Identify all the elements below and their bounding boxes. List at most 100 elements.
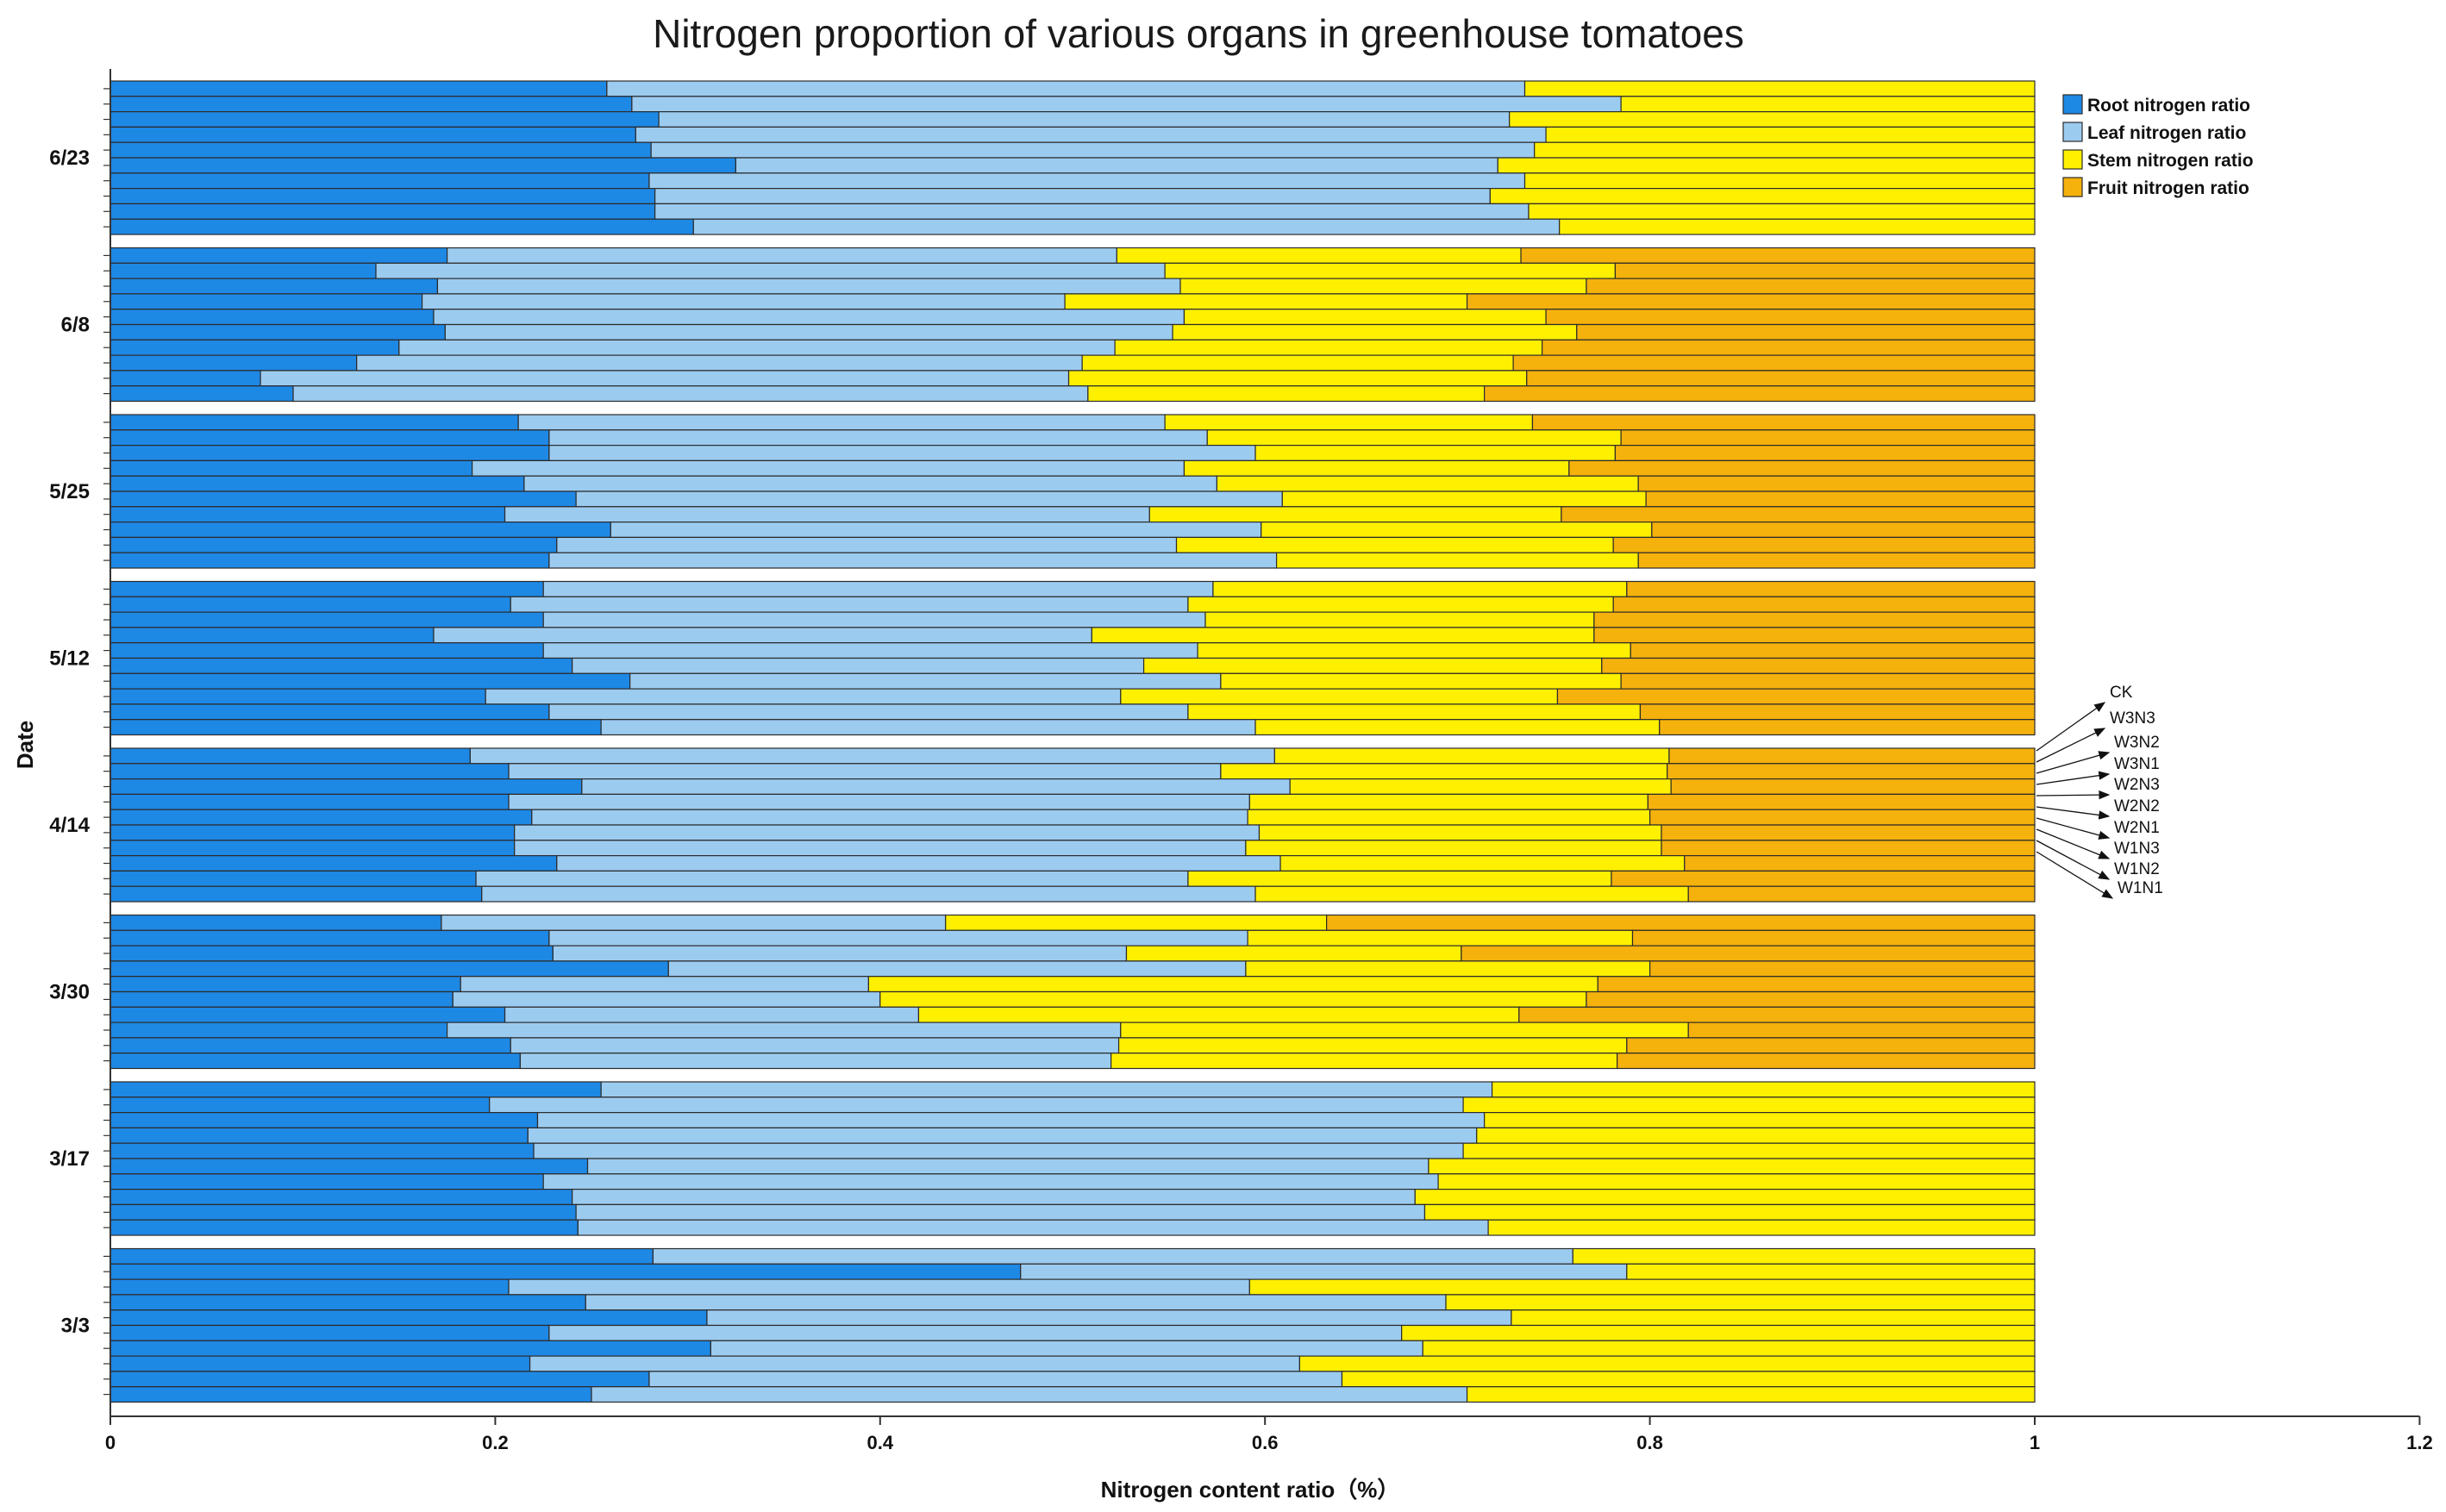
bar-segment-root [109,172,650,190]
bar-segment-fruit [1667,763,2036,780]
bar-segment-leaf [508,763,1222,780]
bar-segment-stem [1273,747,1670,765]
y-category-label: 6/23 [49,147,90,170]
bar-segment-root [109,778,583,795]
bar-segment-stem [1279,854,1686,872]
bar-segment-root [109,914,442,931]
bar-segment-leaf [433,627,1092,644]
annotation-arrow [2036,840,2111,880]
bar-segment-root [109,278,439,295]
bar-segment-leaf [735,157,1498,174]
legend-swatch [2062,94,2083,115]
bar-segment-stem [1523,172,2036,190]
bar-segment-fruit [1556,688,2036,705]
bar-segment-leaf [631,96,1622,113]
bar-segment-root [109,111,660,128]
annotation-arrow [2036,728,2106,763]
bar-segment-stem [1148,506,1562,523]
bar-segment-leaf [610,521,1262,538]
bar-segment-stem [1117,1037,1628,1054]
bar-segment-root [109,1022,448,1039]
bar-segment-leaf [504,506,1150,523]
bar-segment-stem [879,990,1587,1008]
bar-segment-fruit [1545,309,2036,326]
bar-segment-root [109,370,261,387]
bar-segment-stem [1626,1263,2036,1280]
bar-segment-stem [1281,490,1647,508]
bar-segment-stem [1087,385,1486,403]
treatment-label: W1N3 [2114,840,2160,858]
bar-segment-leaf [581,778,1291,795]
bar-segment-fruit [1620,672,2036,690]
bar-segment-root [109,672,631,690]
bar-segment-fruit [1586,278,2036,295]
bar-segment-fruit [1614,444,2036,461]
annotation-arrow [2036,817,2111,840]
bar-segment-leaf [556,536,1178,553]
bar-group-6-23 [109,80,2036,235]
bar-segment-fruit [1620,429,2036,447]
treatment-label: W2N1 [2114,819,2160,837]
legend-label: Stem nitrogen ratio [2087,151,2254,171]
bar-segment-root [109,414,519,431]
bar-segment-root [109,141,652,159]
bar-segment-fruit [1661,840,2036,857]
bar-segment-stem [1206,429,1622,447]
bar-segment-root [109,96,633,113]
bar-segment-leaf [433,309,1185,326]
bar-segment-fruit [1648,960,2036,978]
bar-segment-leaf [523,475,1218,492]
bar-segment-leaf [548,429,1208,447]
axes-layer: 6/236/85/255/124/143/303/173/30 0.2 0.4 0.6… [49,69,2433,1453]
bar-segment-root [109,1203,577,1221]
bar-segment-root [109,870,477,887]
bar-segment-root [109,1037,511,1054]
x-tick-label: 1.2 [2406,1432,2433,1453]
legend-swatch [2062,122,2083,142]
annotation-arrow [2036,771,2111,785]
bar-segment-root [109,1309,708,1327]
bar-segment-stem [945,914,1328,931]
bar-segment-stem [1091,627,1595,644]
x-tick-label: 1 [2030,1432,2040,1453]
bar-segment-stem [1437,1173,2036,1190]
bar-group-3-3 [109,1247,2036,1403]
bar-segment-fruit [1659,719,2036,736]
chart-title: Nitrogen proportion of various organs in… [653,11,1744,56]
bar-segment-stem [1081,354,1514,372]
bar-segment-fruit [1526,370,2036,387]
bar-segment-fruit [1617,1053,2036,1070]
bar-segment-stem [1212,580,1628,597]
bar-segment-leaf [586,1158,1429,1175]
annotation-arrow [2036,790,2111,800]
bar-segment-leaf [548,444,1256,461]
bar-segment-stem [1114,339,1543,356]
bar-segment-fruit [1626,1037,2036,1054]
bar-segment-fruit [1518,1006,2036,1023]
bar-segment-leaf [575,1203,1426,1221]
bar-segment-stem [1484,1111,2036,1128]
bar-segment-root [109,1371,650,1388]
bar-segment-leaf [648,1371,1343,1388]
bar-segment-leaf [667,960,1247,978]
bar-segment-leaf [1020,1263,1628,1280]
bars-layer [109,80,2036,1403]
bar-segment-leaf [460,976,870,993]
bar-segment-root [109,309,435,326]
bar-segment-leaf [548,703,1189,721]
bar-segment-leaf [556,854,1281,872]
bar-segment-root [109,1158,589,1175]
bar-segment-root [109,1247,654,1265]
bar-segment-root [109,688,486,705]
bar-segment-root [109,459,473,477]
annotation-arrow [2036,806,2111,820]
bar-segment-root [109,1324,550,1341]
bar-segment-fruit [1631,929,2036,947]
y-category-label: 5/25 [49,480,90,503]
bar-segment-root [109,354,358,372]
bar-segment-stem [1258,824,1662,841]
bar-segment-leaf [548,552,1278,569]
bar-segment-leaf [441,914,947,931]
bar-segment-stem [1120,1022,1689,1039]
bar-group-4-14 [109,747,2036,903]
